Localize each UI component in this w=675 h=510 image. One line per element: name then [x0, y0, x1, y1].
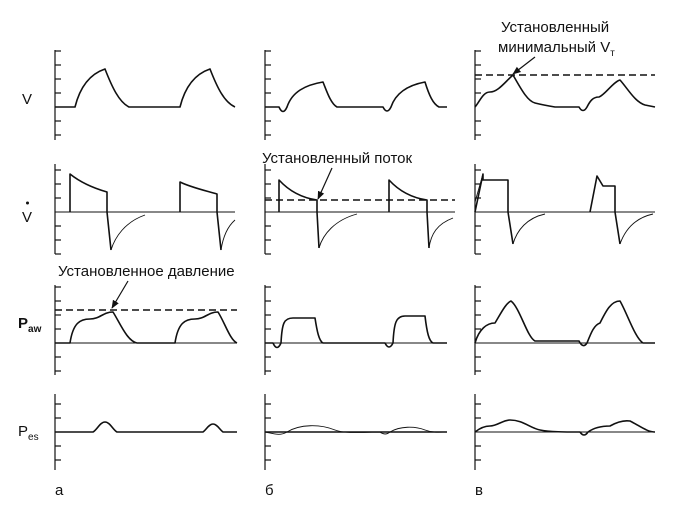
axes: [54, 50, 481, 470]
waveform-group: [265, 81, 447, 113]
waveform-group: [474, 300, 655, 347]
waveform-group: [55, 309, 238, 344]
arrow: [111, 280, 129, 309]
waveform-group: [474, 74, 656, 112]
volume-wave: [474, 74, 656, 112]
flow-wave-thin: [265, 211, 455, 249]
waveform-group: [55, 173, 236, 251]
volume-wave: [265, 81, 447, 113]
flow-wave: [69, 173, 222, 251]
annotation: Установленный: [501, 19, 609, 36]
waveform-group: [55, 68, 236, 108]
row-label: V: [22, 209, 32, 226]
esophageal-wave: [55, 421, 237, 433]
row-label-sub: es: [28, 432, 39, 443]
dot: [26, 201, 29, 205]
annotation: минимальный Vт: [498, 39, 615, 59]
flow-wave: [278, 179, 430, 249]
waveform-group: [474, 419, 656, 436]
row-label-main: P: [18, 315, 28, 332]
row-label-sub: aw: [28, 324, 42, 335]
esophageal-wave: [474, 419, 656, 436]
pressure-wave: [474, 300, 655, 347]
flow-wave-thin: [55, 211, 236, 251]
arrow: [512, 56, 536, 75]
annotation: Установленный поток: [262, 150, 412, 167]
waveform-group: [264, 425, 448, 435]
annotation-sub: т: [610, 48, 615, 59]
flow-wave-thin: [474, 173, 655, 245]
waveform-group: [474, 173, 655, 245]
row-label: Pes: [18, 423, 39, 443]
arrow: [317, 167, 333, 200]
row-label-main: P: [18, 423, 28, 440]
waveform-group: [265, 179, 455, 249]
volume-wave: [55, 68, 236, 108]
waveform-group: [265, 315, 447, 349]
column-label: в: [475, 482, 483, 499]
waveform-group: [55, 421, 237, 433]
esophageal-wave: [264, 425, 448, 435]
column-label: а: [55, 482, 64, 499]
row-label: Paw: [18, 315, 42, 335]
annotation: Установленное давление: [58, 263, 235, 280]
flow-wave: [474, 173, 621, 245]
pressure-wave: [55, 311, 238, 344]
row-label: V: [22, 91, 32, 108]
annotation-main: минимальный V: [498, 39, 610, 56]
column-label: б: [265, 482, 274, 499]
